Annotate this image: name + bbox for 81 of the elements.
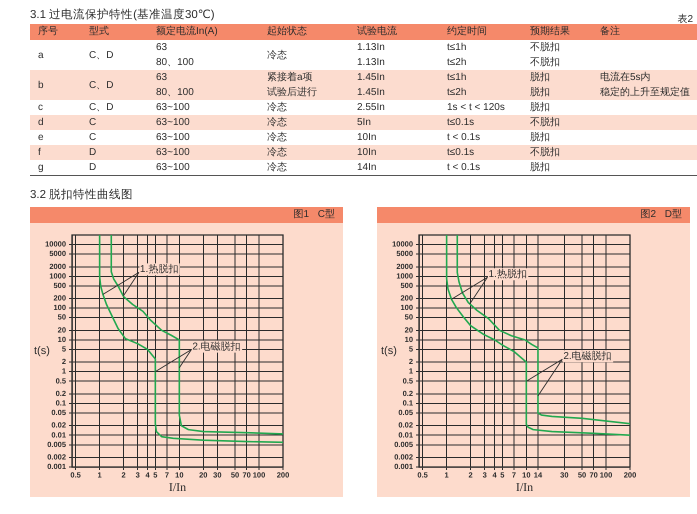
annotation: 2.电磁脱扣 [563,350,612,362]
text: 3.1 过电流保护特性(基准温度30℃) [30,9,215,21]
text: 试验后进行 [267,87,317,98]
category-label: 约定时间 [447,26,487,38]
text: 1s < t < 120s [447,102,505,113]
text: 电流在5s内 [600,72,651,83]
text: 63~100 [156,162,190,173]
y-axis-title: t(s) [34,345,50,358]
text: t≤1h [447,72,466,83]
text: 冷态 [267,132,287,143]
text: b [38,80,44,90]
category-label: 试验电流 [357,26,397,38]
category-label: 备注 [600,26,620,38]
text: 80、100 [156,57,194,68]
text: 脱扣 [530,72,550,83]
text: 脱扣 [530,87,550,98]
text: 不脱扣 [530,117,560,128]
annotation: 2.电磁脱扣 [192,340,241,352]
text: g [38,162,44,173]
text: 5In [357,117,371,128]
text: 脱扣 [530,132,550,143]
text: 冷态 [267,162,287,173]
text: C、D [89,102,114,113]
x-axis-title: I/In [516,480,534,494]
text: t≤0.1s [447,117,474,128]
text: C [89,117,96,128]
text: t≤2h [447,87,466,98]
y-axis-title: t(s) [381,345,397,358]
text: 63~100 [156,147,190,158]
text: 1.13In [357,42,385,53]
text: 脱扣 [530,102,550,113]
text: 图2 D型 [640,209,682,221]
text: 图1 C型 [293,209,335,221]
x-axis-title: I/In [168,480,186,494]
text: 63~100 [156,132,190,143]
text: 紧接着a项 [267,72,313,83]
text: t≤1h [447,42,466,53]
text: 10In [357,147,376,158]
text: c [38,102,43,113]
text: 63~100 [156,117,190,128]
text: e [38,132,44,143]
text: 稳定的上升至规定值 [600,87,690,98]
text: 2.55In [357,102,385,113]
text: f [38,147,41,158]
category-label: 额定电流In(A) [156,26,218,38]
text: 63 [156,72,168,83]
annotation: 1.热脱扣 [140,263,178,276]
text: 不脱扣 [530,147,560,158]
text: d [38,117,44,128]
text: D [89,147,96,158]
text: C [89,132,96,143]
text: 脱扣 [530,162,550,173]
text: t≤2h [447,57,466,68]
annotation: 1.热脱扣 [488,268,527,280]
text: t≤0.1s [447,147,474,158]
text: 冷态 [267,147,287,158]
category-label: 起始状态 [267,26,307,38]
text: 不脱扣 [530,42,560,53]
text: 冷态 [267,102,287,113]
text: 3.2 脱扣特性曲线图 [30,189,134,201]
text: 80、100 [156,87,194,98]
text: 1.45In [357,72,385,83]
category-label: 序号 [38,26,58,38]
text: t < 0.1s [447,162,480,173]
text: 63~100 [156,102,190,113]
text: 10In [357,132,376,143]
text: C、D [89,50,114,60]
text: 表2 [677,14,693,25]
text: 冷态 [267,117,287,128]
text: t < 0.1s [447,132,480,143]
text: 冷态 [267,50,287,60]
category-label: 预期结果 [530,26,570,38]
text: C、D [89,80,114,90]
text: a [38,50,44,60]
text: 不脱扣 [530,57,560,68]
text: D [89,162,96,173]
text: 1.13In [357,57,385,68]
text: 1.45In [357,87,385,98]
text: 63 [156,42,168,53]
text: 14In [357,162,376,173]
category-label: 型式 [89,26,109,38]
